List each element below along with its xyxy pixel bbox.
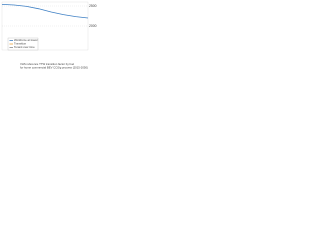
series-line [1,4,89,19]
y-tick-label: 2000 [89,24,97,28]
caption: VHS reference TTW transition factor by f… [20,62,88,69]
y-tick-label: 2500 [89,4,97,8]
legend-label: Tenant over time [14,45,35,49]
legend-label: Transition [14,42,27,46]
chart: VHS reference TTW transition factor by f… [0,0,100,75]
legend-label: Workforce at travel [14,38,38,42]
page: {"chart_data": {"type": "line", "caption… [0,0,320,75]
background [0,0,100,75]
legend-box [7,37,39,51]
